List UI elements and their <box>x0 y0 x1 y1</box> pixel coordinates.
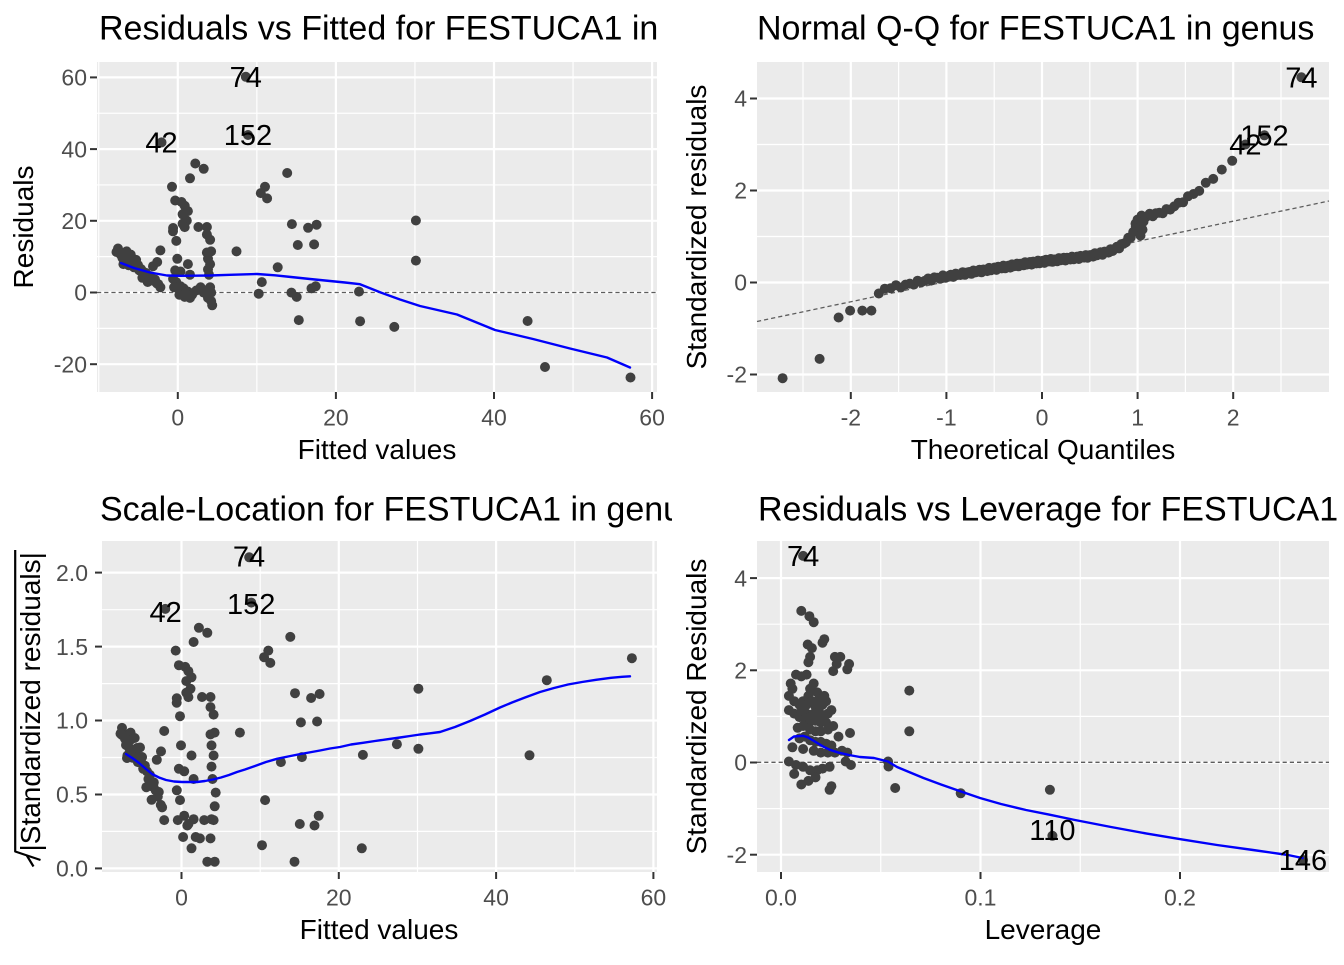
svg-text:Standardized residuals: Standardized residuals <box>681 85 712 370</box>
svg-text:4: 4 <box>734 565 747 591</box>
svg-text:42: 42 <box>145 127 177 159</box>
svg-text:110: 110 <box>1029 815 1075 847</box>
svg-text:1: 1 <box>1131 405 1144 431</box>
svg-text:1.5: 1.5 <box>56 634 88 660</box>
svg-text:20: 20 <box>61 208 87 234</box>
svg-text:4: 4 <box>734 86 747 112</box>
svg-text:40: 40 <box>481 405 507 431</box>
svg-text:2: 2 <box>1227 405 1240 431</box>
svg-text:Standardized Residuals: Standardized Residuals <box>681 559 712 855</box>
svg-text:2: 2 <box>734 178 747 204</box>
svg-text:152: 152 <box>1240 120 1288 152</box>
svg-text:0.5: 0.5 <box>56 782 88 808</box>
svg-text:74: 74 <box>1285 62 1317 94</box>
svg-text:Normal Q-Q for FESTUCA1 in gen: Normal Q-Q for FESTUCA1 in genus <box>757 10 1314 48</box>
svg-text:0: 0 <box>175 885 188 911</box>
svg-text:0: 0 <box>734 750 747 776</box>
svg-text:Residuals vs Fitted for FESTUC: Residuals vs Fitted for FESTUCA1 in <box>99 10 658 48</box>
svg-text:0.2: 0.2 <box>1164 885 1196 911</box>
svg-text:0.0: 0.0 <box>765 885 797 911</box>
svg-text:Residuals vs Leverage for FEST: Residuals vs Leverage for FESTUCA1 in ge… <box>758 491 1344 529</box>
svg-text:152: 152 <box>227 589 275 621</box>
svg-text:-2: -2 <box>727 362 747 388</box>
svg-text:Fitted values: Fitted values <box>298 434 457 465</box>
svg-text:42: 42 <box>149 597 181 629</box>
svg-text:0: 0 <box>74 280 87 306</box>
svg-text:-20: -20 <box>54 351 87 377</box>
svg-text:0.1: 0.1 <box>965 885 997 911</box>
svg-text:-2: -2 <box>727 842 747 868</box>
svg-text:-1: -1 <box>936 405 956 431</box>
svg-text:74: 74 <box>233 541 265 573</box>
svg-text:1.0: 1.0 <box>56 708 88 734</box>
svg-text:20: 20 <box>323 405 349 431</box>
svg-text:-2: -2 <box>841 405 861 431</box>
svg-text:0: 0 <box>1036 405 1049 431</box>
svg-text:42: 42 <box>1229 130 1261 162</box>
svg-text:Theoretical Quantiles: Theoretical Quantiles <box>911 434 1176 465</box>
svg-text:Residuals: Residuals <box>8 166 39 289</box>
svg-text:20: 20 <box>326 885 352 911</box>
svg-text:Fitted values: Fitted values <box>300 914 459 945</box>
svg-text:Leverage: Leverage <box>985 914 1102 945</box>
svg-text:146: 146 <box>1279 845 1327 877</box>
svg-text:2: 2 <box>734 658 747 684</box>
svg-text:60: 60 <box>639 405 665 431</box>
svg-text:40: 40 <box>483 885 509 911</box>
svg-text:74: 74 <box>787 541 819 573</box>
svg-text:152: 152 <box>224 120 272 152</box>
svg-text:60: 60 <box>61 65 87 91</box>
svg-text:0: 0 <box>734 270 747 296</box>
svg-text:2.0: 2.0 <box>56 560 88 586</box>
svg-text:0: 0 <box>171 405 184 431</box>
svg-text:60: 60 <box>641 885 667 911</box>
svg-text:0.0: 0.0 <box>56 856 88 882</box>
svg-text:40: 40 <box>61 136 87 162</box>
svg-text:|Standardized residuals|: |Standardized residuals| <box>15 552 46 851</box>
svg-text:74: 74 <box>230 62 262 94</box>
svg-text:Scale-Location for FESTUCA1 in: Scale-Location for FESTUCA1 in genus <box>100 491 699 529</box>
